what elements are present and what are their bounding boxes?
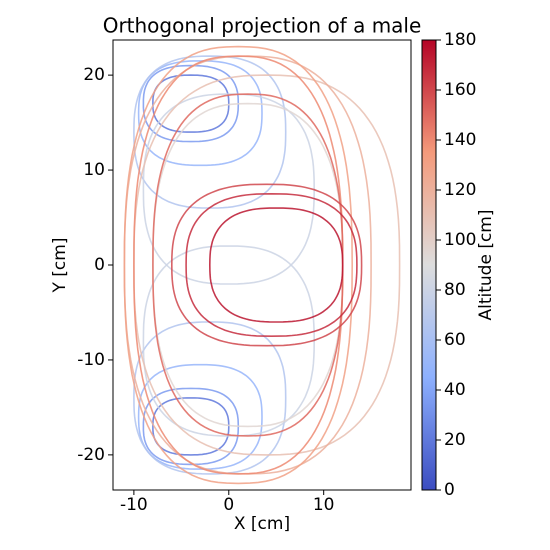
contour-line bbox=[133, 321, 287, 475]
contour-line bbox=[185, 192, 358, 338]
contour-line bbox=[133, 74, 401, 456]
x-tick-label: 10 bbox=[313, 495, 335, 515]
contour-line bbox=[123, 45, 354, 485]
y-axis-label: Y [cm] bbox=[50, 238, 70, 294]
x-axis-label: X [cm] bbox=[234, 514, 290, 534]
contour-line bbox=[208, 207, 344, 323]
contour-line bbox=[137, 60, 263, 167]
chart-title: Orthogonal projection of a male bbox=[103, 14, 422, 38]
y-tick-label: -10 bbox=[77, 350, 105, 370]
colorbar-tick-label: 0 bbox=[444, 480, 455, 500]
colorbar-label: Altitude [cm] bbox=[476, 209, 496, 320]
x-tick-label: -10 bbox=[120, 495, 148, 515]
colorbar-tick-label: 100 bbox=[444, 230, 476, 250]
y-tick-label: 10 bbox=[83, 160, 105, 180]
contour-line bbox=[170, 183, 363, 347]
contour-line bbox=[142, 245, 316, 437]
y-tick-label: -20 bbox=[77, 445, 105, 465]
contour-line bbox=[152, 74, 230, 133]
y-tick-label: 20 bbox=[83, 65, 105, 85]
contour-group bbox=[123, 45, 401, 485]
contour-line bbox=[142, 64, 240, 143]
colorbar-tick-label: 80 bbox=[444, 280, 466, 300]
contour-line bbox=[133, 55, 287, 209]
x-tick-label: 0 bbox=[223, 495, 234, 515]
colorbar-tick-label: 60 bbox=[444, 330, 466, 350]
colorbar-tick-label: 20 bbox=[444, 430, 466, 450]
contour-line bbox=[152, 397, 230, 456]
contour-line bbox=[133, 55, 344, 475]
colorbar-tick-label: 180 bbox=[444, 30, 476, 50]
colorbar bbox=[421, 39, 437, 491]
contour-line bbox=[142, 387, 240, 466]
colorbar-tick-label: 160 bbox=[444, 80, 476, 100]
contour-line bbox=[152, 93, 344, 437]
contour-line bbox=[142, 93, 316, 285]
colorbar-tick-label: 40 bbox=[444, 380, 466, 400]
contour-line bbox=[137, 363, 263, 470]
y-tick-label: 0 bbox=[94, 255, 105, 275]
colorbar-tick-label: 140 bbox=[444, 130, 476, 150]
colorbar-tick-label: 120 bbox=[444, 180, 476, 200]
